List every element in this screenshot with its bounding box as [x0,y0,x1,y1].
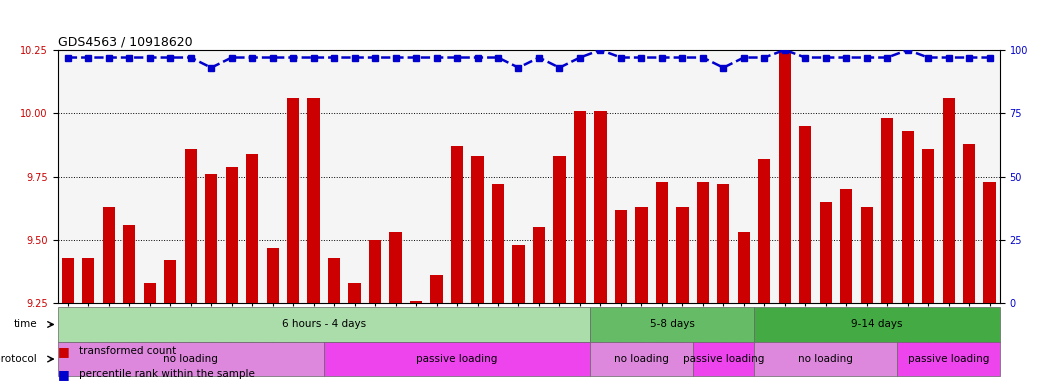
Bar [574,111,586,303]
Bar [328,258,340,303]
Bar [389,232,402,303]
Bar [225,167,238,303]
Bar [58,342,324,376]
Bar [591,307,754,342]
Text: transformed count: transformed count [79,346,176,356]
Bar [184,149,197,303]
Bar [492,184,505,303]
Bar [754,307,1000,342]
Text: no loading: no loading [798,354,853,364]
Text: passive loading: passive loading [683,354,764,364]
Bar [758,159,771,303]
Bar [922,149,934,303]
Bar [124,225,135,303]
Bar [963,144,976,303]
Text: no loading: no loading [163,354,218,364]
Text: 5-8 days: 5-8 days [650,319,694,329]
Bar [779,53,790,303]
Bar [103,207,115,303]
Text: GDS4563 / 10918620: GDS4563 / 10918620 [58,36,193,49]
Text: no loading: no loading [614,354,669,364]
Bar [717,184,730,303]
Bar [324,342,591,376]
Bar [636,207,647,303]
Bar [205,174,218,303]
Bar [512,245,525,303]
Text: percentile rank within the sample: percentile rank within the sample [79,369,254,379]
Bar [754,342,897,376]
Text: protocol: protocol [0,354,37,364]
Text: passive loading: passive loading [417,354,497,364]
Bar [553,156,565,303]
Bar [693,342,754,376]
Bar [287,98,299,303]
Bar [246,154,259,303]
Bar [533,227,545,303]
Text: passive loading: passive loading [908,354,989,364]
Text: time: time [14,319,37,329]
Bar [595,111,606,303]
Bar [164,260,176,303]
Bar [410,301,422,303]
Text: 9-14 days: 9-14 days [851,319,903,329]
Bar [430,275,443,303]
Text: 6 hours - 4 days: 6 hours - 4 days [282,319,366,329]
Text: ■: ■ [58,368,69,381]
Bar [267,248,279,303]
Bar [799,126,811,303]
Bar [655,182,668,303]
Bar [840,189,852,303]
Bar [861,207,873,303]
Bar [882,118,893,303]
Bar [143,283,156,303]
Bar [615,210,627,303]
Bar [82,258,94,303]
Bar [738,232,750,303]
Bar [820,202,832,303]
Bar [369,240,381,303]
Bar [308,98,319,303]
Bar [591,342,693,376]
Bar [676,207,689,303]
Bar [983,182,996,303]
Bar [901,131,914,303]
Bar [696,182,709,303]
Bar [471,156,484,303]
Text: ■: ■ [58,345,69,358]
Bar [451,146,463,303]
Bar [942,98,955,303]
Bar [897,342,1000,376]
Bar [349,283,361,303]
Bar [58,307,591,342]
Bar [62,258,74,303]
